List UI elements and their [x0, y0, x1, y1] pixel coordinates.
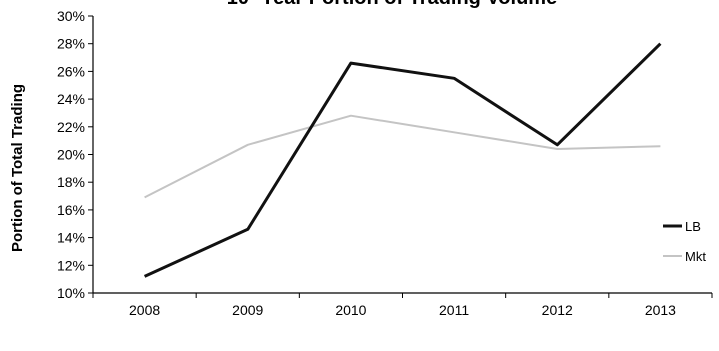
legend: LB Mkt	[663, 219, 706, 264]
series-line-lb	[143, 42, 662, 278]
y-axis-ticks: 10% 12% 14% 16% 18% 20% 22% 24% 26% 28% 30%	[57, 8, 93, 301]
series-group	[143, 42, 662, 278]
chart-title: 10- Year Portion of Trading Volume	[227, 0, 557, 9]
y-tick-label: 10%	[57, 285, 85, 301]
x-tick-label: 2011	[439, 302, 469, 318]
legend-label-lb: LB	[685, 219, 701, 234]
y-axis-label: Portion of Total Trading	[9, 84, 26, 252]
x-tick-label: 2009	[232, 302, 263, 318]
y-tick-label: 30%	[57, 8, 85, 24]
y-tick-label: 26%	[57, 63, 85, 79]
y-tick-label: 18%	[57, 174, 85, 190]
y-tick-label: 14%	[57, 230, 85, 246]
y-tick-label: 16%	[57, 202, 85, 218]
y-tick-label: 28%	[57, 36, 85, 52]
y-tick-label: 12%	[57, 257, 85, 273]
x-tick-label: 2010	[335, 302, 366, 318]
legend-label-mkt: Mkt	[685, 249, 706, 264]
y-tick-label: 24%	[57, 91, 85, 107]
x-axis-ticks: 2008 2009 2010 2011 2012 2013	[92, 293, 713, 318]
x-tick-label: 2008	[129, 302, 160, 318]
y-tick-label: 20%	[57, 147, 85, 163]
series-line-mkt	[144, 114, 661, 199]
x-tick-label: 2012	[542, 302, 573, 318]
y-tick-label: 22%	[57, 119, 85, 135]
x-tick-label: 2013	[645, 302, 676, 318]
